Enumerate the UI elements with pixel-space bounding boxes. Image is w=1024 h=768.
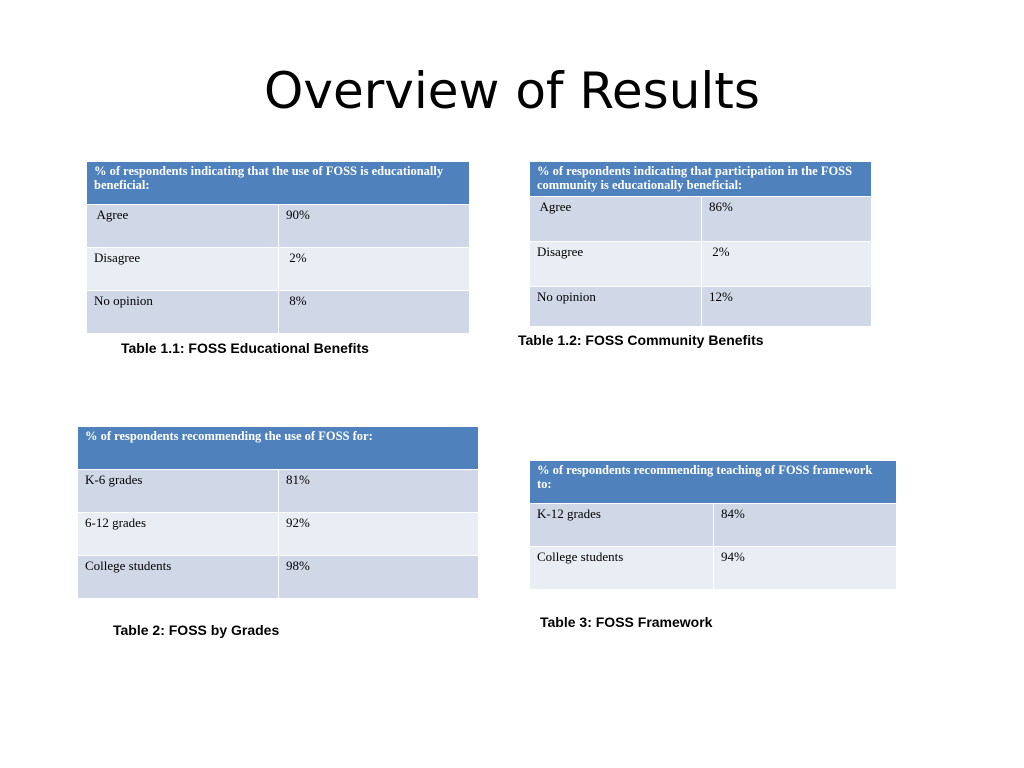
row-label: 6-12 grades xyxy=(77,512,279,556)
row-value: 98% xyxy=(278,555,479,599)
table-row: Disagree 2% xyxy=(86,247,470,291)
row-label: Agree xyxy=(86,204,279,248)
row-label: Disagree xyxy=(86,247,279,291)
table-row: 6-12 grades 92% xyxy=(77,512,479,556)
table-header: % of respondents indicating that partici… xyxy=(529,161,872,197)
row-label: College students xyxy=(77,555,279,599)
row-label: College students xyxy=(529,546,714,590)
table-row: Agree 90% xyxy=(86,204,470,248)
table-header: % of respondents recommending the use of… xyxy=(77,426,479,470)
table-header: % of respondents indicating that the use… xyxy=(86,161,470,205)
row-label: No opinion xyxy=(86,290,279,334)
row-value: 94% xyxy=(713,546,897,590)
row-value: 81% xyxy=(278,469,479,513)
table-row: Agree 86% xyxy=(529,196,872,242)
table-caption: Table 3: FOSS Framework xyxy=(540,614,713,630)
row-value: 84% xyxy=(713,503,897,547)
table-row: No opinion 8% xyxy=(86,290,470,334)
row-label: K-12 grades xyxy=(529,503,714,547)
row-value: 8% xyxy=(278,290,470,334)
table-row: Disagree 2% xyxy=(529,241,872,287)
slide-title: Overview of Results xyxy=(264,62,760,120)
row-label: Disagree xyxy=(529,241,702,287)
table-header: % of respondents recommending teaching o… xyxy=(529,460,897,504)
foss-framework-table: % of respondents recommending teaching o… xyxy=(529,460,897,590)
row-value: 90% xyxy=(278,204,470,248)
table-row: K-6 grades 81% xyxy=(77,469,479,513)
row-label: Agree xyxy=(529,196,702,242)
table-row: No opinion 12% xyxy=(529,286,872,327)
table-caption: Table 2: FOSS by Grades xyxy=(113,622,280,638)
foss-by-grades-table: % of respondents recommending the use of… xyxy=(77,426,479,599)
foss-educational-benefits-table: % of respondents indicating that the use… xyxy=(86,161,470,334)
foss-community-benefits-table: % of respondents indicating that partici… xyxy=(529,161,872,327)
row-label: No opinion xyxy=(529,286,702,327)
row-value: 2% xyxy=(278,247,470,291)
row-value: 12% xyxy=(701,286,872,327)
row-value: 2% xyxy=(701,241,872,287)
row-label: K-6 grades xyxy=(77,469,279,513)
row-value: 86% xyxy=(701,196,872,242)
table-caption: Table 1.2: FOSS Community Benefits xyxy=(518,332,764,348)
table-row: College students 98% xyxy=(77,555,479,599)
table-caption: Table 1.1: FOSS Educational Benefits xyxy=(121,340,369,356)
row-value: 92% xyxy=(278,512,479,556)
table-row: College students 94% xyxy=(529,546,897,590)
table-row: K-12 grades 84% xyxy=(529,503,897,547)
